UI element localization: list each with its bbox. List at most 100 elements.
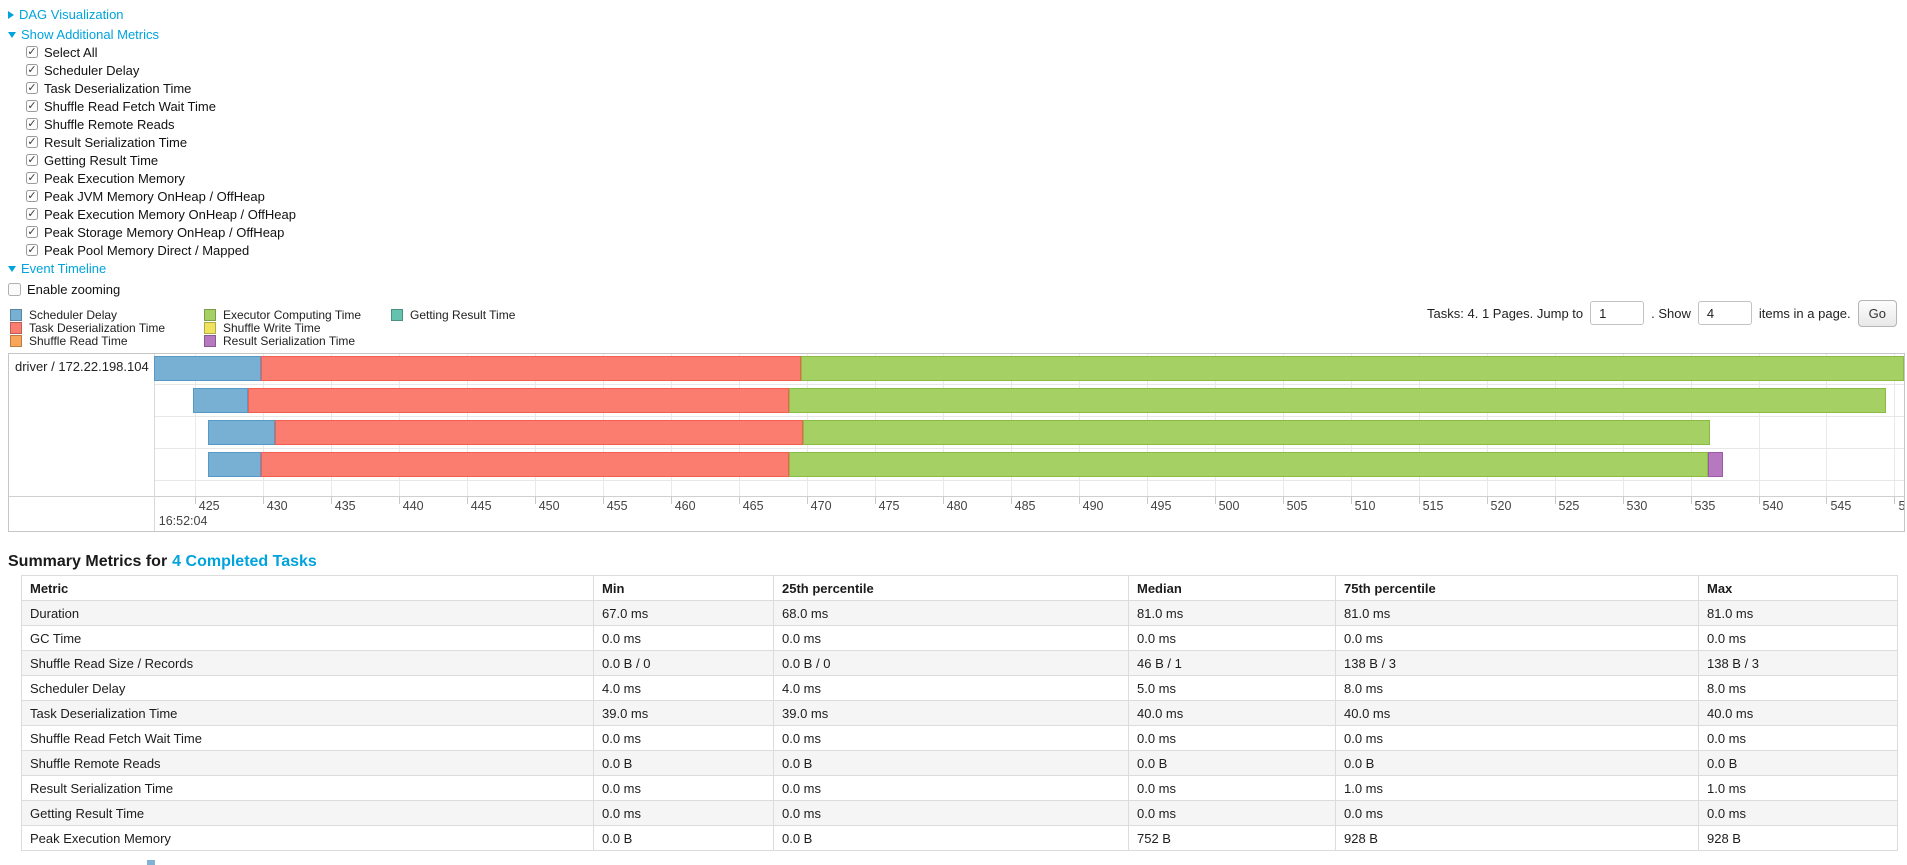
metric-checkbox-item: ✓ Result Serialization Time [26, 133, 296, 151]
legend-item: Shuffle Write Time [204, 321, 361, 335]
result-serialization-legend-swatch-icon [204, 335, 216, 348]
task-bar-segment-scheduler-delay[interactable] [154, 356, 262, 381]
axis-tick [330, 496, 332, 504]
group-label-column-border [154, 354, 155, 531]
axis-tick-label: 540 [1762, 499, 1784, 513]
metric-checkbox[interactable]: ✓ [26, 243, 38, 256]
task-bar-segment-task-deserialization[interactable] [275, 420, 803, 445]
task-bar-segment-result-serialization[interactable] [1708, 452, 1724, 477]
table-row: Getting Result Time 0.0 ms 0.0 ms 0.0 ms 0.0… [21, 800, 1898, 826]
axis-tick [1282, 496, 1284, 504]
metric-checkbox[interactable]: ✓ [26, 63, 38, 76]
axis-tick-label: 475 [878, 499, 900, 513]
summary-metric-name: Scheduler Delay [21, 675, 594, 701]
summary-cell: 0.0 B [1335, 750, 1699, 776]
summary-cell: 0.0 B [773, 825, 1129, 851]
task-bar-segment-task-deserialization[interactable] [261, 356, 802, 381]
gridline [1826, 354, 1828, 496]
metric-checkbox-label: Peak Execution Memory OnHeap / OffHeap [44, 206, 296, 222]
metric-checkbox[interactable]: ✓ [26, 81, 38, 94]
metric-checkbox[interactable]: ✓ [26, 99, 38, 112]
metric-checkbox[interactable]: ✓ [26, 153, 38, 166]
summary-cell: 138 B / 3 [1335, 650, 1699, 676]
metric-checkbox-item: ✓ Shuffle Read Fetch Wait Time [26, 97, 296, 115]
task-bar-segment-scheduler-delay[interactable] [208, 452, 262, 477]
metric-checkbox-item: ✓ Scheduler Delay [26, 61, 296, 79]
axis-tick [942, 496, 944, 504]
summary-cell: 0.0 ms [1698, 625, 1898, 651]
summary-cell: 39.0 ms [773, 700, 1129, 726]
summary-metrics-heading: Summary Metrics for 4 Completed Tasks [8, 553, 317, 571]
axis-tick [602, 496, 604, 504]
summary-cell: 81.0 ms [1698, 600, 1898, 626]
task-bar-segment-task-deserialization[interactable] [247, 388, 789, 413]
metric-checkbox[interactable]: ✓ [26, 45, 38, 58]
task-bar-segment-executor-computing[interactable] [789, 388, 1887, 413]
summary-cell: 1.0 ms [1698, 775, 1898, 801]
axis-tick-label: 445 [470, 499, 492, 513]
axis-tick [398, 496, 400, 504]
completed-tasks-link[interactable]: 4 Completed Tasks [172, 553, 317, 570]
table-row: Duration 67.0 ms 68.0 ms 81.0 ms 81.0 ms 81.0… [21, 600, 1898, 626]
metric-checkbox-label: Peak Pool Memory Direct / Mapped [44, 242, 250, 258]
summary-metric-name: Getting Result Time [21, 800, 594, 826]
summary-cell: 0.0 ms [1128, 800, 1336, 826]
axis-tick-label: 485 [1014, 499, 1036, 513]
task-bar-segment-executor-computing[interactable] [802, 420, 1710, 445]
metric-checkbox[interactable]: ✓ [26, 117, 38, 130]
metric-checkbox[interactable]: ✓ [26, 171, 38, 184]
summary-col-header: 25th percentile [773, 575, 1129, 601]
legend-item: Task Deserialization Time [10, 321, 165, 335]
enable-zooming-label: Enable zooming [27, 281, 121, 297]
axis-tick [1690, 496, 1692, 504]
dag-visualization-link[interactable]: DAG Visualization [8, 7, 124, 22]
timeline-legend-column: Getting Result Time [391, 308, 515, 322]
summary-cell: 0.0 B / 0 [593, 650, 774, 676]
enable-zooming-checkbox[interactable] [8, 282, 21, 296]
axis-tick-label: 530 [1626, 499, 1648, 513]
go-button[interactable]: Go [1857, 299, 1897, 327]
axis-tick [194, 496, 196, 504]
axis-tick-label: 510 [1354, 499, 1376, 513]
metric-checkbox-label: Result Serialization Time [44, 134, 188, 150]
summary-cell: 0.0 B [773, 750, 1129, 776]
gridline [1894, 354, 1896, 496]
axis-tick [1350, 496, 1352, 504]
axis-tick-label: 505 [1286, 499, 1308, 513]
summary-col-header: Median [1128, 575, 1336, 601]
summary-metric-name: Task Deserialization Time [21, 700, 594, 726]
summary-cell: 0.0 ms [593, 775, 774, 801]
table-row: Result Serialization Time 0.0 ms 0.0 ms 0.0… [21, 775, 1898, 801]
axis-tick-label: 480 [946, 499, 968, 513]
task-bar-segment-task-deserialization[interactable] [261, 452, 789, 477]
axis-tick [534, 496, 536, 504]
metric-checkbox[interactable]: ✓ [26, 225, 38, 238]
jump-to-page-input[interactable] [1590, 301, 1645, 325]
timeline-legend-column: Executor Computing Time Shuffle Write Tim… [204, 308, 361, 348]
task-bar-segment-executor-computing[interactable] [801, 356, 1904, 381]
axis-tick [1622, 496, 1624, 504]
summary-cell: 0.0 B [593, 825, 774, 851]
summary-cell: 928 B [1335, 825, 1699, 851]
summary-cell: 46 B / 1 [1128, 650, 1336, 676]
axis-tick-label: 440 [402, 499, 424, 513]
metric-checkbox[interactable]: ✓ [26, 189, 38, 202]
metric-checkbox[interactable]: ✓ [26, 135, 38, 148]
row-separator [154, 448, 1904, 449]
axis-tick-label: 460 [674, 499, 696, 513]
summary-metric-name: Duration [21, 600, 594, 626]
show-additional-metrics-link[interactable]: Show Additional Metrics [8, 27, 159, 42]
task-bar-segment-executor-computing[interactable] [789, 452, 1709, 477]
metric-checkbox[interactable]: ✓ [26, 207, 38, 220]
task-bar-segment-scheduler-delay[interactable] [208, 420, 275, 445]
axis-tick [1486, 496, 1488, 504]
axis-tick-label: 425 [198, 499, 220, 513]
summary-cell: 8.0 ms [1698, 675, 1898, 701]
items-per-page-input[interactable] [1697, 301, 1752, 325]
task-bar-segment-scheduler-delay[interactable] [193, 388, 248, 413]
summary-cell: 0.0 ms [593, 625, 774, 651]
event-timeline-link[interactable]: Event Timeline [8, 261, 106, 276]
summary-col-header: Min [593, 575, 774, 601]
axis-tick-label: 435 [334, 499, 356, 513]
table-row: GC Time 0.0 ms 0.0 ms 0.0 ms 0.0 ms 0.0 ms [21, 625, 1898, 651]
